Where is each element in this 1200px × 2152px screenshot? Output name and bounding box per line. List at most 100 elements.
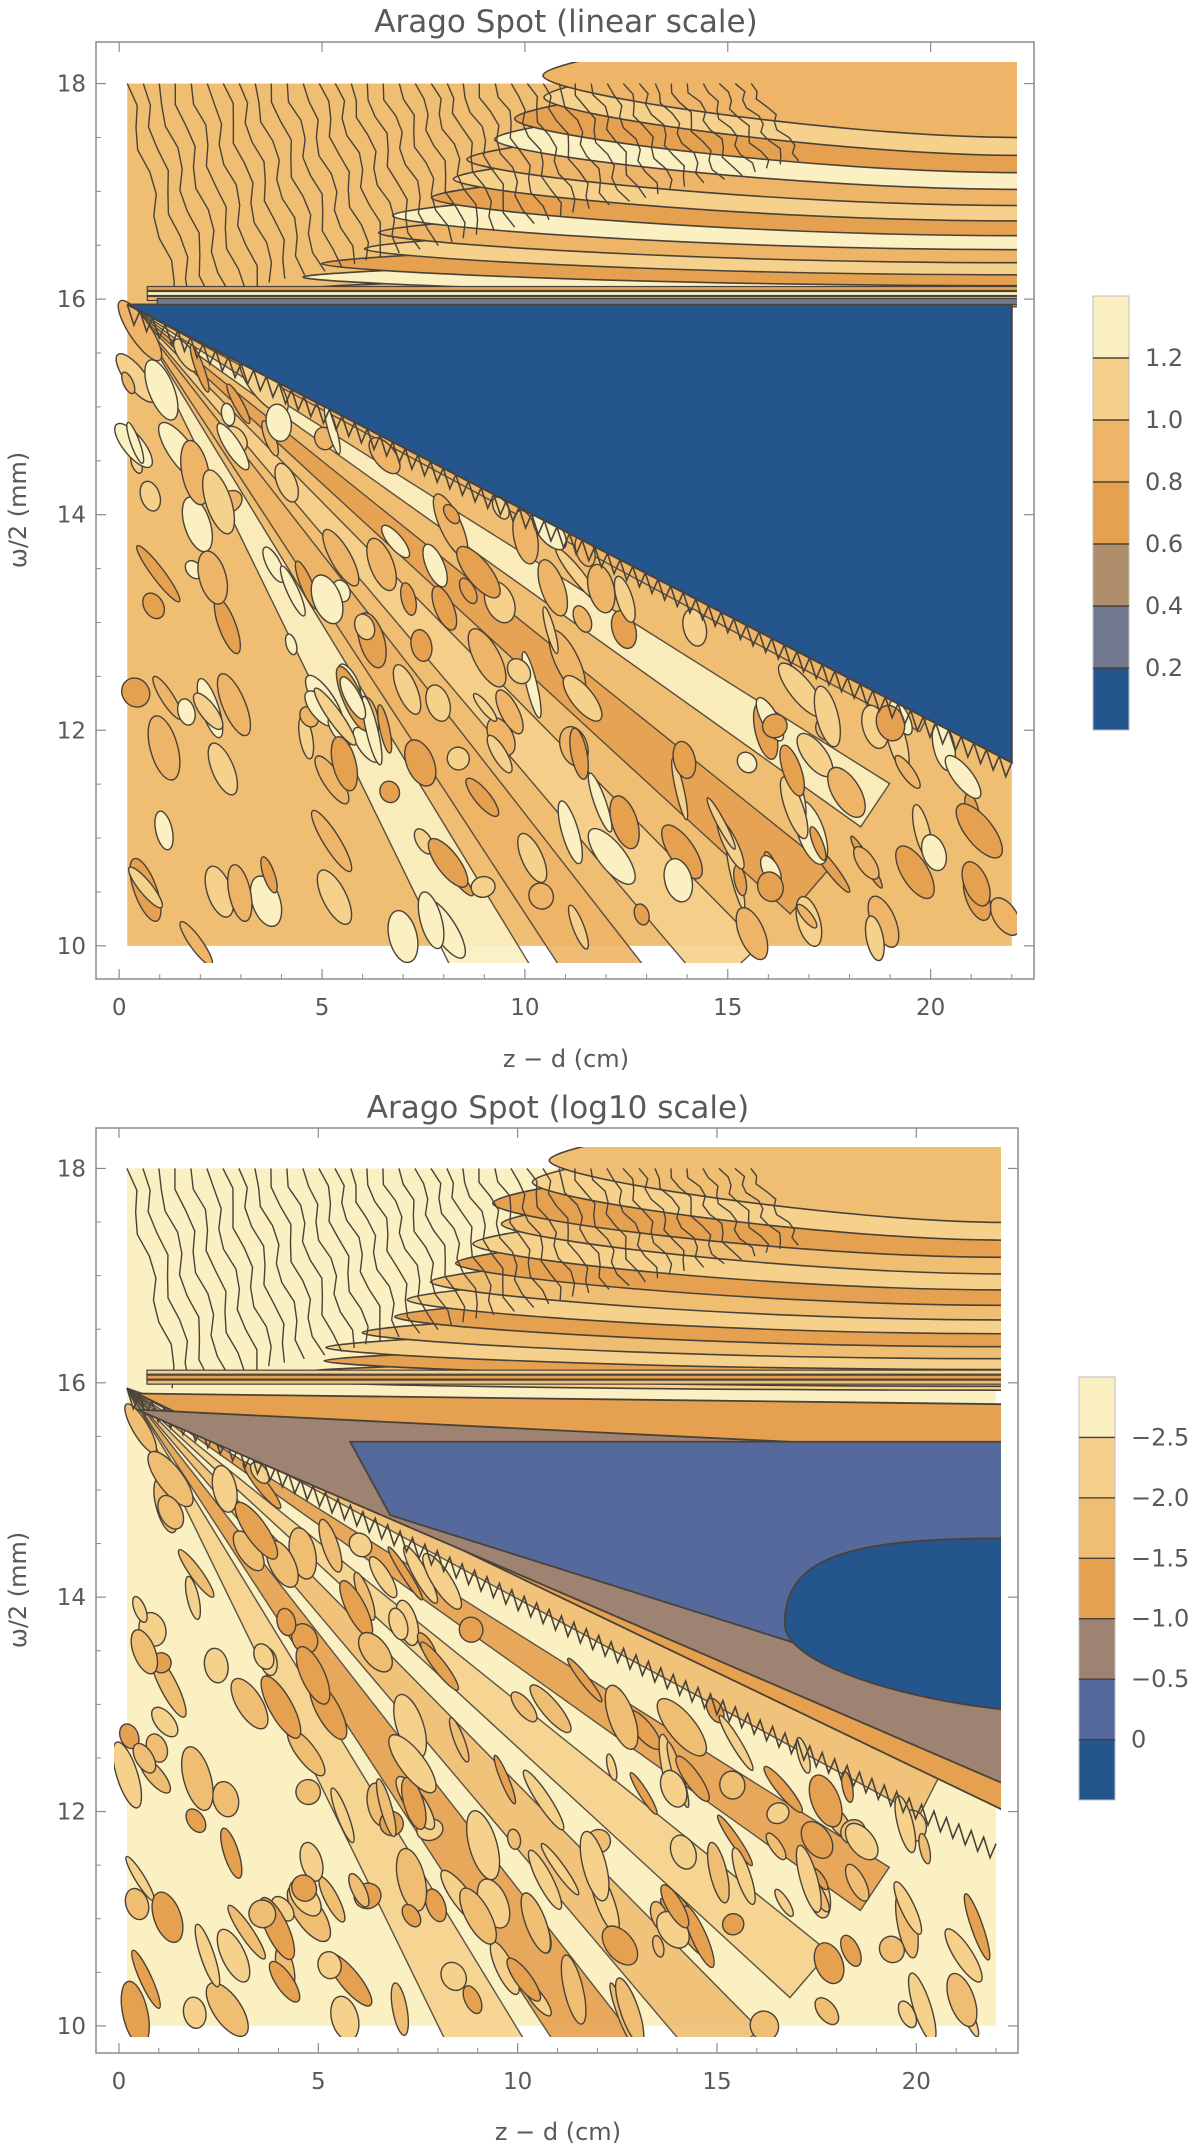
speckle-contour <box>763 1765 804 1814</box>
contour-line <box>622 1167 673 1275</box>
speckle-contour <box>392 664 422 715</box>
speckle-contour <box>144 359 179 421</box>
speckle-contour <box>419 1641 460 1691</box>
contour-line <box>206 1168 258 1370</box>
contour-line <box>718 1167 770 1253</box>
speckle-contour <box>220 1827 243 1879</box>
upper-fringe-region <box>126 1147 1001 1391</box>
speckle-contour <box>459 1887 498 1945</box>
speckle-contour <box>410 628 433 663</box>
contour-line <box>574 1168 630 1287</box>
speckle-contour <box>132 1595 148 1624</box>
speckle-contour <box>216 1928 251 1983</box>
speckle-contour <box>379 780 401 804</box>
speckle-contour <box>633 903 650 926</box>
speckle-contour <box>736 751 758 774</box>
speckle-contour <box>194 1923 221 1988</box>
speckle-contour <box>203 1647 229 1684</box>
speckle-contour <box>310 574 344 625</box>
contour-line <box>606 83 659 195</box>
legend-band <box>1079 1618 1115 1680</box>
fringe-band <box>146 285 1017 292</box>
speckle-contour <box>180 1746 214 1812</box>
legend-band <box>1093 420 1129 482</box>
speckle-contour <box>424 1888 447 1923</box>
contour-line <box>574 83 631 202</box>
upper-fringe-region <box>126 62 1017 308</box>
speckle-contour <box>944 1928 983 1983</box>
contour-line <box>654 1168 705 1268</box>
speckle-contour <box>527 1849 563 1910</box>
speckle-contour <box>795 1844 822 1913</box>
speckle-contour <box>248 1899 277 1929</box>
speckle-contour <box>613 575 636 624</box>
shadow-region <box>136 1392 1001 1811</box>
speckle-contour <box>663 858 694 903</box>
speckle-contour <box>120 677 151 708</box>
speckle-contour <box>150 1706 179 1738</box>
speckle-contour <box>844 1863 870 1902</box>
speckle-contour <box>894 754 921 789</box>
contour-line <box>222 1168 272 1367</box>
contour-line <box>670 83 726 180</box>
contour-line <box>286 83 343 268</box>
speckle-contour <box>260 856 278 894</box>
contour-line <box>158 1168 211 1382</box>
speckle-contour <box>276 1607 297 1637</box>
speckle-contour <box>529 1684 572 1734</box>
legend-band <box>1079 1497 1115 1559</box>
contour-line <box>702 1168 756 1257</box>
speckle-contour <box>779 776 809 840</box>
speckle-contour <box>274 462 300 503</box>
contour-line <box>126 1168 175 1389</box>
contour-line <box>478 83 535 224</box>
speckle-contour <box>139 480 162 512</box>
legend-band <box>1079 1558 1115 1619</box>
contour-line <box>414 83 466 239</box>
speckle-contour <box>852 845 880 880</box>
speckle-contour <box>440 1961 468 1992</box>
fringe-band <box>542 62 1017 139</box>
contour-line <box>270 83 326 272</box>
speckle-contour <box>126 421 145 464</box>
contour-line <box>334 83 382 257</box>
fringe-band <box>146 1379 1001 1385</box>
speckle-contour <box>878 1935 906 1964</box>
y-axis: 10 12 14 16 18 <box>57 1156 1018 2040</box>
speckle-contour <box>227 1904 267 1960</box>
speckle-contour <box>495 689 524 735</box>
speckle-contour <box>395 1847 428 1912</box>
contour-line <box>270 1168 326 1356</box>
speckle-contour <box>629 1771 658 1816</box>
x-axis: 0 5 10 15 20 <box>112 1128 997 2095</box>
contour-plot-area <box>114 1147 1001 2037</box>
speckle-contour <box>605 1753 618 1782</box>
contour-line <box>334 1168 381 1341</box>
contour-line <box>734 83 782 165</box>
speckle-contour <box>809 825 827 861</box>
speckle-contour <box>989 897 1017 936</box>
speckle-contour <box>659 1769 688 1808</box>
x-tick-label: 5 <box>311 2069 326 2095</box>
speckle-contour <box>361 695 383 766</box>
legend-label: 0 <box>1131 1726 1146 1754</box>
speckle-contour <box>955 803 1003 859</box>
speckle-contour <box>506 1957 542 2002</box>
legend-label: −2.5 <box>1131 1423 1189 1451</box>
speckle-contour <box>557 800 584 865</box>
speckle-contour <box>562 674 603 722</box>
contour-line <box>430 83 479 235</box>
speckle-contour <box>295 1645 331 1705</box>
legend-band <box>1093 296 1129 358</box>
speckle-contour <box>339 676 367 720</box>
contour-line <box>238 1168 286 1363</box>
speckle-contour <box>227 864 253 922</box>
speckle-contour <box>506 658 532 685</box>
speckle-contour <box>390 1982 410 2037</box>
speckle-contour <box>317 1950 342 1980</box>
speckle-contour <box>211 1464 238 1513</box>
speckle-contour <box>706 797 736 850</box>
x-tick-label: 15 <box>702 2069 731 2095</box>
speckle-contour <box>216 422 250 471</box>
speckle-contour <box>569 727 589 780</box>
